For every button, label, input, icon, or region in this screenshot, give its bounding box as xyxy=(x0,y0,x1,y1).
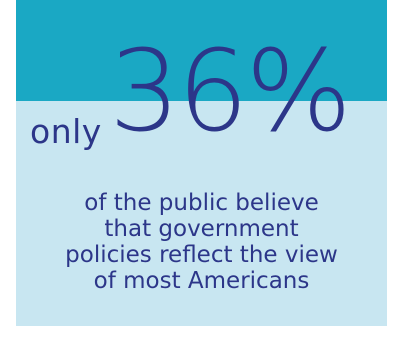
caption-line: of the public believe xyxy=(84,190,319,216)
caption-line: policies reflect the view xyxy=(65,242,338,268)
stat-value: 36% xyxy=(109,27,352,157)
caption-line: that government xyxy=(104,216,299,242)
stat-card-body-band xyxy=(16,101,387,326)
stat-prefix: only xyxy=(30,112,102,151)
stat-headline: only 36% xyxy=(30,36,390,166)
caption-line: of most Americans xyxy=(93,268,310,294)
stat-caption: of the public believe that government po… xyxy=(16,190,387,294)
stat-card-header-band xyxy=(16,0,387,101)
